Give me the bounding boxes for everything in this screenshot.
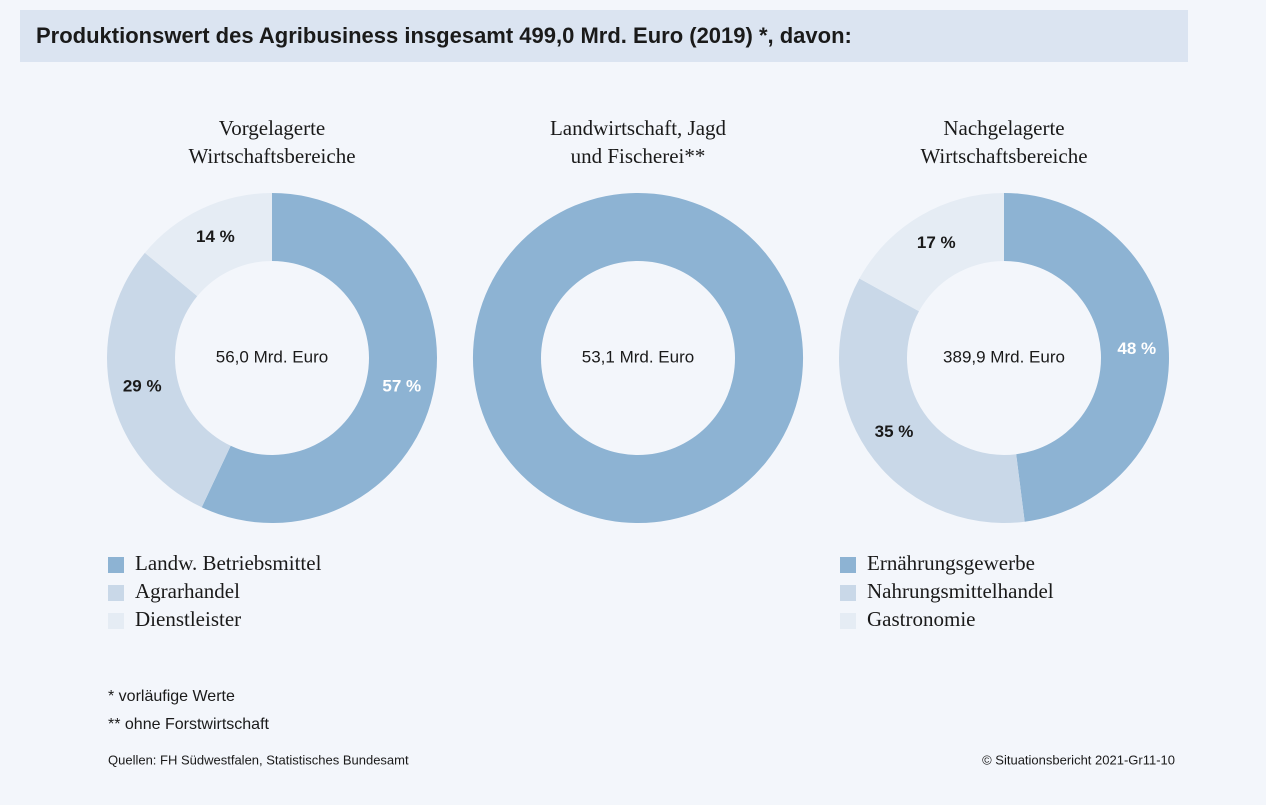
legend-label: Landw. Betriebsmittel — [135, 551, 322, 575]
legend-swatch — [108, 585, 124, 601]
legend-label: Agrarhandel — [135, 579, 240, 603]
donut-slice — [859, 193, 1004, 312]
donut-slice — [106, 252, 231, 508]
chart-subtitle: Wirtschaftsbereiche — [920, 144, 1087, 168]
value-label: 14 % — [196, 227, 235, 246]
value-label: 29 % — [123, 376, 162, 395]
legend-swatch — [108, 557, 124, 573]
footnote: * vorläufige Werte — [108, 688, 235, 705]
legend-label: Ernährungsgewerbe — [867, 551, 1035, 575]
chart-subtitle: und Fischerei** — [571, 144, 706, 168]
donut-slice — [839, 278, 1025, 523]
chart-subtitle: Vorgelagerte — [219, 116, 326, 140]
donut-slice — [144, 193, 272, 297]
chart-subtitle: Nachgelagerte — [943, 116, 1064, 140]
value-label: 57 % — [382, 376, 421, 395]
sources: Quellen: FH Südwestfalen, Statistisches … — [108, 752, 409, 767]
center-label: 53,1 Mrd. Euro — [582, 347, 694, 366]
legend-swatch — [840, 613, 856, 629]
legend-swatch — [108, 613, 124, 629]
donut-slice — [1004, 193, 1169, 522]
donut-slice — [201, 193, 437, 523]
donut-slice — [472, 192, 804, 523]
footnote: ** ohne Forstwirtschaft — [108, 716, 270, 733]
legend-swatch — [840, 557, 856, 573]
legend-label: Nahrungsmittelhandel — [867, 579, 1054, 603]
value-label: 17 % — [917, 233, 956, 252]
value-label: 48 % — [1117, 339, 1156, 358]
chart-subtitle: Wirtschaftsbereiche — [188, 144, 355, 168]
value-label: 35 % — [875, 422, 914, 441]
legend-label: Gastronomie — [867, 607, 975, 631]
center-label: 56,0 Mrd. Euro — [216, 347, 328, 366]
title-bar — [20, 10, 1188, 62]
chart-subtitle: Landwirtschaft, Jagd — [550, 116, 727, 140]
copyright: © Situationsbericht 2021-Gr11-10 — [982, 752, 1175, 767]
chart-title: Produktionswert des Agribusiness insgesa… — [36, 23, 852, 48]
legend-swatch — [840, 585, 856, 601]
center-label: 389,9 Mrd. Euro — [943, 347, 1065, 366]
legend-label: Dienstleister — [135, 607, 241, 631]
